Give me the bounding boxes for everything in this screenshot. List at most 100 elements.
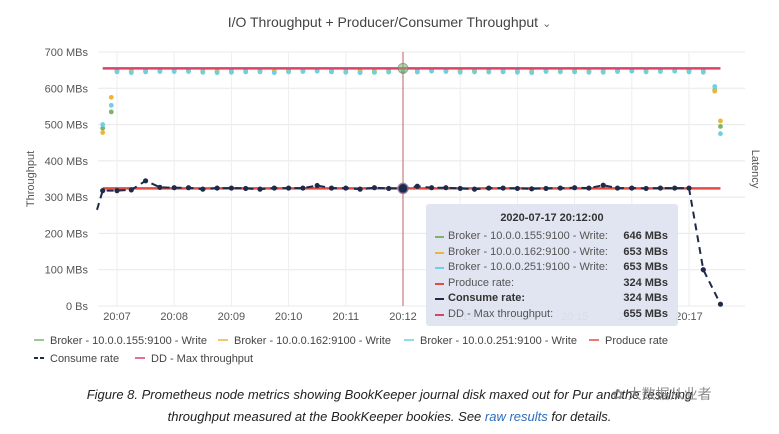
legend-label: Broker - 10.0.0.155:9100 - Write [50, 335, 207, 347]
legend-item[interactable]: Broker - 10.0.0.162:9100 - Write [218, 335, 391, 347]
tooltip-swatch [435, 298, 444, 300]
data-point [214, 185, 220, 191]
data-point [443, 185, 449, 191]
data-point [328, 185, 335, 191]
tooltip-row: Broker - 10.0.0.162:9100 - Write: 653 MBs [426, 245, 678, 261]
legend-item[interactable]: Broker - 10.0.0.251:9100 - Write [404, 335, 577, 347]
y-tick-label: 600 MBs [45, 83, 89, 95]
data-point [457, 185, 463, 192]
legend-item[interactable]: DD - Max throughput [135, 353, 253, 365]
data-point [414, 69, 420, 75]
data-point [658, 69, 663, 74]
data-point [429, 185, 435, 191]
data-point [200, 186, 206, 192]
tooltip-row: DD - Max throughput: 655 MBs [426, 307, 678, 323]
x-tick-label: 20:17 [675, 311, 703, 323]
data-point [314, 182, 320, 189]
data-point [657, 185, 664, 191]
tooltip-swatch [435, 267, 444, 269]
data-point [143, 178, 149, 184]
data-point [100, 188, 106, 194]
tooltip-series-name: Broker - 10.0.0.162:9100 - Write: [448, 245, 608, 258]
data-point [386, 185, 392, 192]
data-point [314, 68, 320, 74]
data-point [171, 185, 177, 191]
tooltip-series-name: Broker - 10.0.0.251:9100 - Write: [448, 261, 608, 273]
y-tick-label: 500 MBs [45, 120, 89, 132]
legend-item[interactable]: Produce rate [589, 335, 668, 347]
y-tick-label: 100 MBs [45, 265, 89, 277]
tooltip-series-value: 655 MBs [623, 307, 668, 320]
data-point [257, 186, 263, 192]
data-point [712, 84, 718, 89]
data-point [243, 185, 249, 192]
y-tick-label: 700 MBs [45, 47, 89, 59]
data-point [257, 69, 263, 75]
caption-line2: throughput measured at the BookKeeper bo… [167, 409, 485, 424]
data-point [200, 69, 206, 75]
data-point [186, 69, 191, 74]
legend-item[interactable]: Broker - 10.0.0.155:9100 - Write [34, 335, 207, 347]
data-point [286, 69, 291, 75]
data-point [486, 69, 492, 75]
data-point [686, 185, 692, 191]
tooltip-series-value: 653 MBs [623, 261, 668, 273]
tooltip-series-name: Produce rate: [448, 276, 515, 289]
data-point [500, 185, 506, 191]
data-point [629, 185, 635, 191]
data-point [371, 185, 377, 191]
caption-line1-end: r and the resulting [588, 387, 693, 402]
y-tick-label: 200 MBs [45, 228, 89, 240]
data-point [500, 69, 506, 75]
x-tick-label: 20:10 [275, 311, 303, 323]
series-0 [100, 67, 723, 131]
data-point [672, 68, 678, 74]
tooltip-swatch [435, 236, 444, 238]
tooltip-series-name: Consume rate: [448, 292, 526, 304]
y-tick-label: 0 Bs [66, 301, 89, 313]
data-point [372, 69, 377, 75]
raw-results-link[interactable]: raw results [484, 409, 548, 424]
tooltip-swatch [435, 313, 444, 316]
data-point [700, 267, 706, 273]
data-point [543, 185, 549, 192]
data-point [343, 185, 349, 191]
data-point [286, 185, 292, 191]
tooltip-series-value: 324 MBs [623, 276, 668, 289]
y-axis-label: Throughput [25, 151, 37, 207]
data-point [686, 69, 692, 75]
data-point [108, 102, 114, 108]
data-point [343, 69, 349, 75]
y-axis-ticks: 0 Bs 100 MBs 200 MBs 300 MBs 400 MBs 500 MBs 6… [45, 47, 89, 313]
data-point [586, 185, 592, 191]
legend-item[interactable]: Consume rate [34, 353, 119, 365]
tooltip-row: Broker - 10.0.0.155:9100 - Write: 646 MBs [426, 229, 678, 245]
data-point [557, 69, 563, 75]
chart-title[interactable]: I/O Throughput + Producer/Consumer Throu… [0, 14, 779, 30]
data-point [600, 69, 606, 75]
data-point [629, 68, 635, 74]
data-point [543, 69, 549, 74]
data-point [128, 187, 134, 193]
tooltip-row: Broker - 10.0.0.251:9100 - Write: 653 MBs [426, 260, 678, 276]
data-point [557, 185, 563, 191]
y-tick-label: 300 MBs [45, 192, 89, 204]
hover-marker [397, 182, 409, 195]
data-point [514, 185, 521, 192]
chevron-down-icon[interactable]: ⌄ [542, 18, 552, 30]
chart-title-text: I/O Throughput + Producer/Consumer Throu… [227, 14, 539, 30]
legend-label: Consume rate [50, 353, 119, 365]
x-tick-label: 20:08 [160, 311, 188, 323]
watermark-icon: ✿ [612, 386, 628, 402]
legend-label: DD - Max throughput [151, 353, 253, 365]
data-point [143, 69, 149, 75]
data-point [243, 69, 249, 75]
data-point [128, 70, 134, 76]
series-layer [96, 62, 724, 307]
data-point [672, 185, 678, 191]
data-point [443, 69, 449, 74]
data-point [614, 185, 621, 191]
caption-line2-end: for details. [547, 409, 612, 424]
data-point [515, 69, 520, 75]
data-point [586, 69, 592, 75]
